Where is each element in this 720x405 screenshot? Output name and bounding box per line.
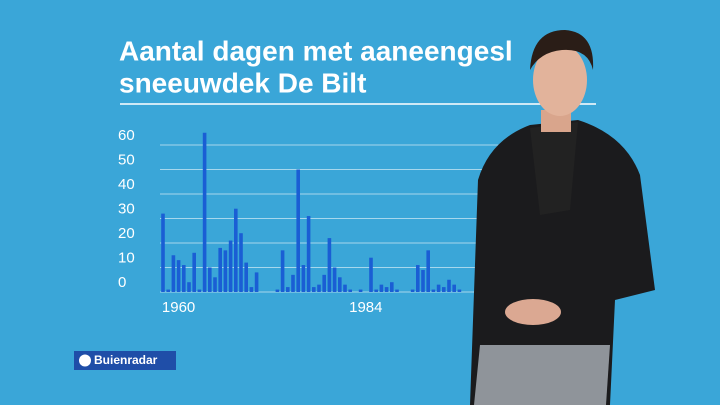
bar	[436, 284, 441, 292]
bar	[202, 132, 207, 292]
bar	[275, 289, 280, 292]
shirt	[530, 122, 578, 215]
bar	[171, 255, 176, 292]
head	[533, 44, 587, 116]
bar	[244, 262, 248, 292]
bar	[457, 289, 462, 292]
bar	[192, 252, 196, 292]
bar	[301, 265, 306, 292]
hands	[505, 299, 561, 325]
logo-text: Buienradar	[94, 353, 158, 367]
bar	[338, 277, 342, 292]
bar	[317, 284, 321, 292]
bar	[234, 208, 238, 292]
bar	[208, 267, 212, 292]
bar	[223, 250, 228, 292]
presenter	[470, 30, 655, 405]
bar	[390, 282, 394, 292]
bar	[213, 277, 217, 292]
bar	[182, 265, 186, 292]
y-tick-label: 30	[118, 200, 135, 217]
chart-subtitle: sneeuwdek De Bilt	[119, 67, 366, 98]
bar	[379, 284, 384, 292]
y-tick-label: 20	[118, 225, 135, 242]
y-tick-label: 40	[118, 176, 135, 193]
bar	[228, 240, 233, 292]
bar	[348, 289, 352, 292]
bar	[239, 233, 243, 292]
bar	[197, 289, 202, 292]
bar	[306, 216, 311, 292]
y-tick-label: 50	[118, 151, 135, 168]
bar	[395, 289, 399, 292]
bar	[410, 289, 415, 292]
bar	[384, 287, 389, 292]
logo: Buienradar	[74, 351, 176, 370]
x-tick-label: 1960	[162, 299, 195, 316]
bar	[332, 267, 337, 292]
bar	[296, 169, 300, 292]
bar	[374, 289, 378, 292]
logo-icon	[79, 354, 91, 367]
bar	[327, 238, 332, 292]
bar	[176, 260, 181, 292]
bar	[358, 289, 363, 292]
x-tick-label: 1984	[349, 299, 382, 316]
bar	[416, 265, 420, 292]
y-tick-label: 10	[118, 249, 135, 266]
y-tick-label: 0	[118, 274, 126, 291]
bar	[452, 284, 456, 292]
bar	[312, 287, 316, 292]
bar	[254, 272, 259, 292]
hair	[530, 30, 594, 70]
bar	[442, 287, 446, 292]
bar	[218, 247, 222, 292]
bar	[187, 282, 191, 292]
bar	[431, 289, 436, 292]
bar	[421, 269, 425, 292]
bar	[447, 279, 451, 292]
logo-box	[74, 351, 176, 370]
bar	[286, 287, 290, 292]
bar	[166, 289, 170, 292]
y-tick-label: 60	[118, 127, 135, 144]
jacket	[470, 120, 655, 405]
bar	[369, 257, 373, 292]
bar	[249, 287, 254, 292]
bar	[343, 284, 347, 292]
jeans	[474, 345, 610, 405]
bar	[280, 250, 285, 292]
chart-title: Aantal dagen met aaneengesl	[119, 35, 513, 66]
bar	[426, 250, 430, 292]
bar	[161, 213, 165, 292]
bar	[322, 274, 326, 292]
bar	[291, 274, 295, 292]
